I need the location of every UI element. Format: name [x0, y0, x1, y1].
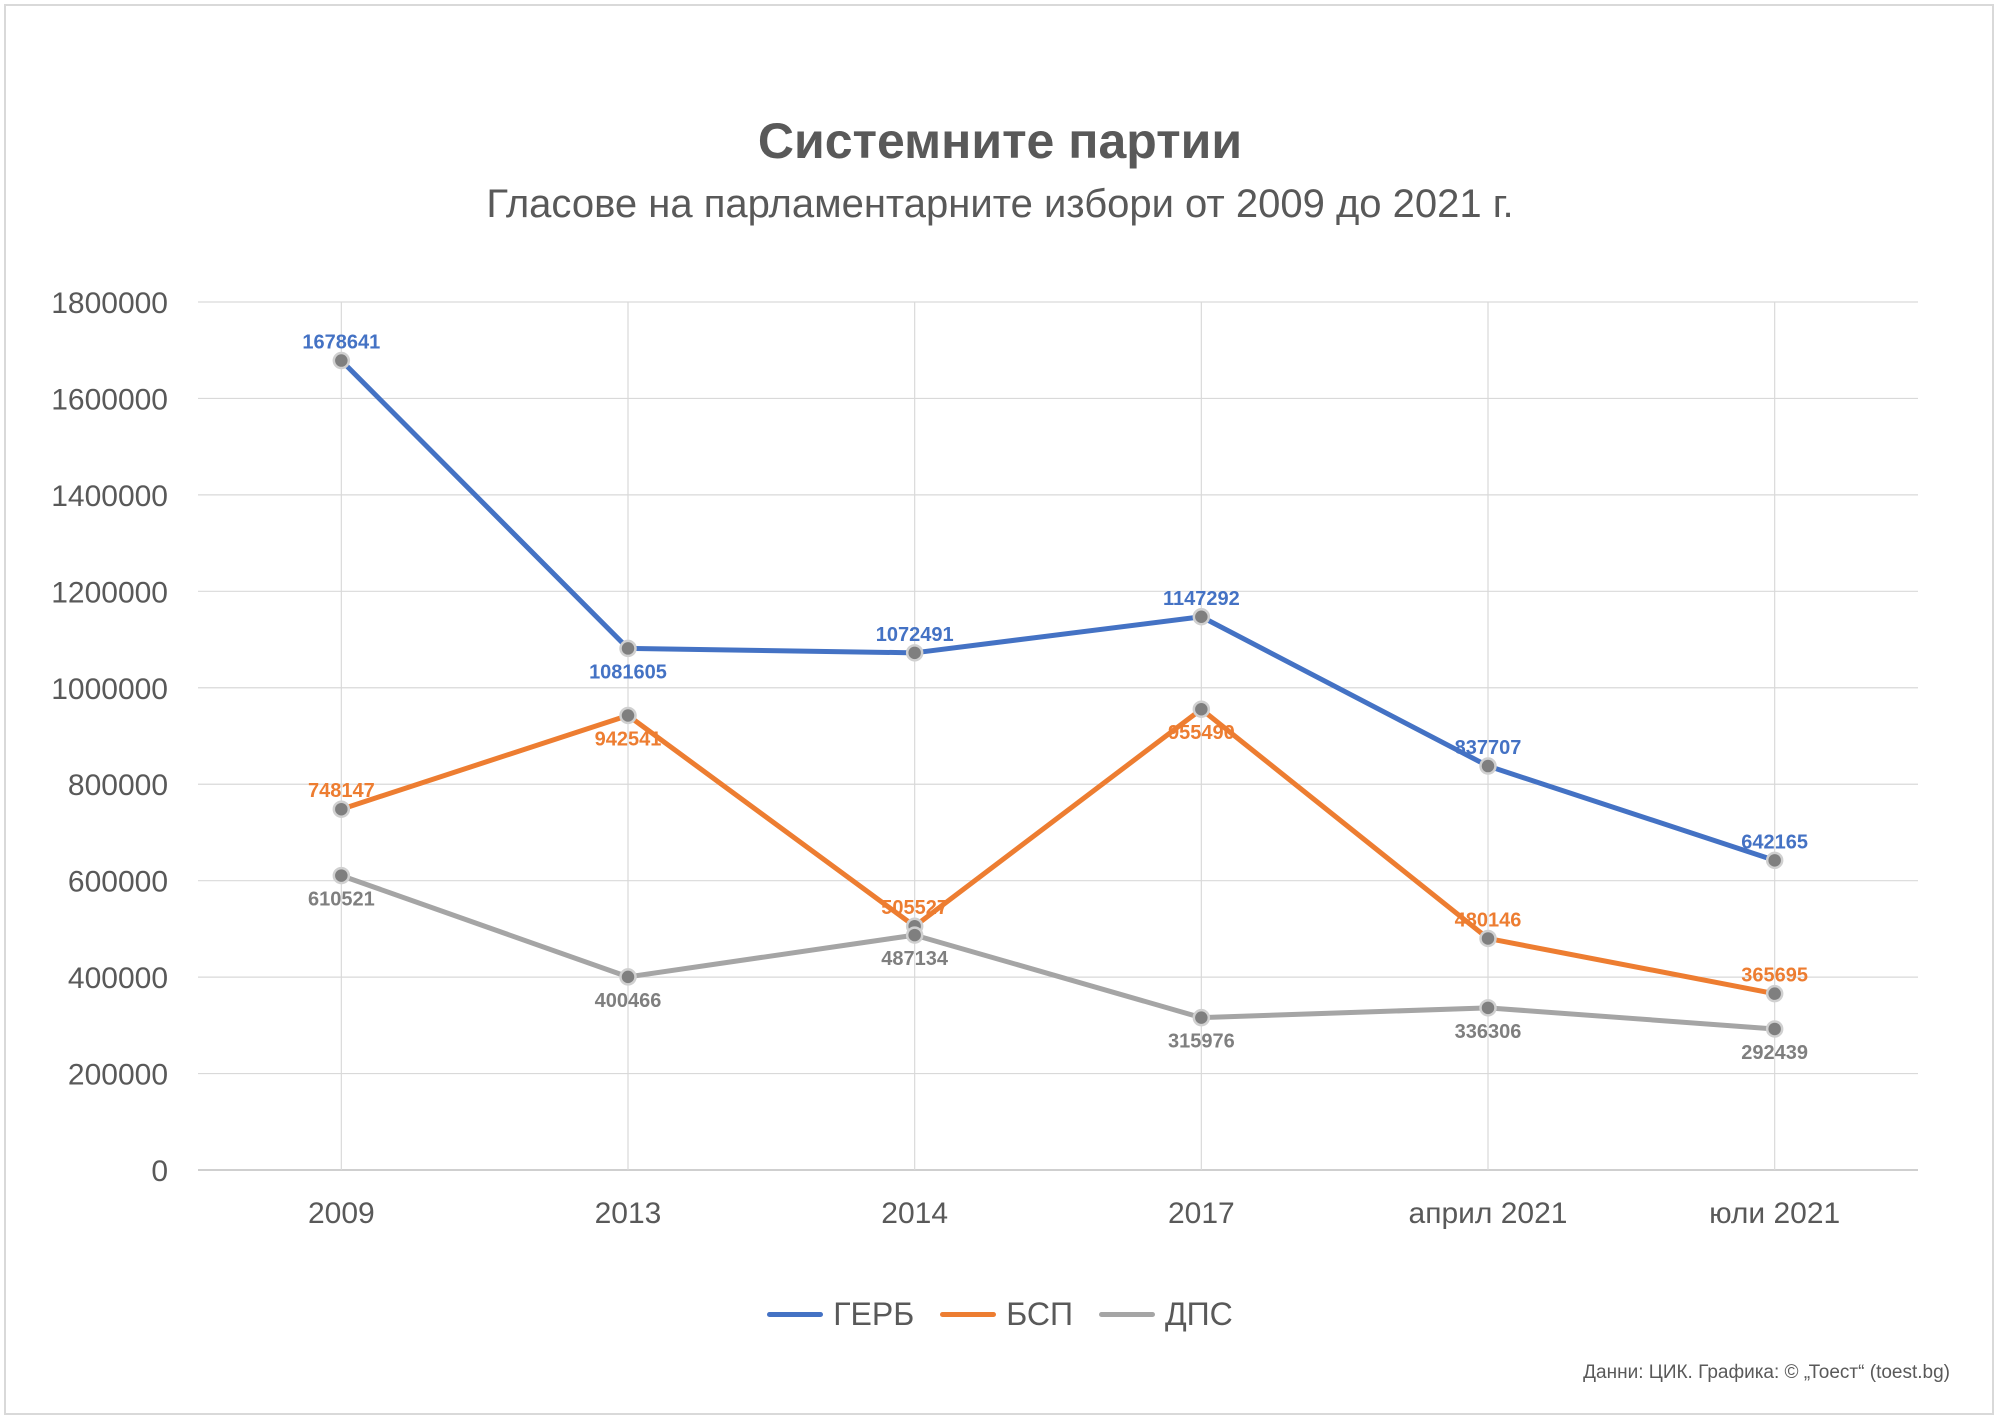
data-point-dps	[905, 926, 924, 944]
x-tick-label: 2009	[308, 1197, 375, 1230]
data-label-gerb: 1678641	[302, 332, 380, 354]
y-tick-label: 1600000	[51, 383, 168, 416]
legend-item-gerb: ГЕРБ	[767, 1296, 914, 1333]
data-label-dps: 336306	[1455, 1021, 1522, 1043]
data-label-dps: 315976	[1168, 1031, 1235, 1053]
y-tick-label: 1400000	[51, 480, 168, 513]
series-line-dps	[338, 873, 1778, 1032]
data-point-bsp	[1479, 929, 1497, 948]
x-tick-label: април 2021	[1409, 1197, 1568, 1230]
data-label-gerb: 1072491	[876, 624, 954, 646]
y-tick-label: 1200000	[51, 576, 168, 609]
data-point-gerb	[1479, 757, 1497, 775]
chart-frame	[4, 4, 1994, 1415]
data-point-bsp	[619, 706, 637, 725]
data-label-bsp: 505527	[881, 897, 948, 919]
data-label-bsp: 748147	[308, 780, 375, 802]
data-label-bsp: 365695	[1741, 965, 1808, 987]
series-line-bsp	[338, 706, 1778, 997]
x-tick-label: юли 2021	[1709, 1197, 1840, 1230]
data-label-gerb: 1147292	[1163, 588, 1240, 610]
y-tick-label: 200000	[68, 1059, 168, 1092]
data-point-gerb	[1765, 851, 1784, 870]
y-tick-label: 1800000	[51, 287, 168, 320]
legend-label-dps: ДПС	[1164, 1296, 1233, 1332]
data-point-dps	[619, 968, 637, 986]
x-tick-label: 2013	[595, 1197, 662, 1230]
data-point-gerb	[332, 351, 351, 370]
data-label-gerb: 1081605	[589, 661, 667, 683]
credit-text: Данни: ЦИК. Графика: © „Тоест“ (toest.bg…	[1583, 1362, 1950, 1383]
data-label-dps: 487134	[881, 948, 949, 970]
data-point-gerb	[905, 644, 924, 662]
data-point-gerb	[619, 639, 637, 658]
legend-item-dps: ДПС	[1098, 1296, 1233, 1333]
legend-label-bsp: БСП	[1006, 1296, 1073, 1332]
legend-swatch-gerb	[767, 1312, 824, 1317]
chart-title: Системните партии	[757, 113, 1243, 169]
y-tick-label: 400000	[68, 962, 168, 995]
data-label-gerb: 837707	[1455, 737, 1522, 759]
y-tick-label: 800000	[68, 769, 168, 802]
data-point-dps	[1765, 1020, 1784, 1038]
legend-swatch-bsp	[940, 1312, 997, 1317]
y-tick-label: 0	[151, 1155, 168, 1188]
y-tick-label: 1000000	[51, 673, 168, 706]
data-label-dps: 610521	[308, 889, 375, 911]
data-point-bsp	[1192, 700, 1211, 718]
data-point-bsp	[332, 800, 351, 818]
data-point-gerb	[1192, 608, 1211, 626]
data-point-bsp	[1765, 984, 1784, 1003]
data-label-bsp: 942541	[595, 728, 662, 750]
legend: ГЕРБ БСП ДПС	[0, 1296, 2000, 1333]
legend-swatch-dps	[1098, 1312, 1155, 1317]
data-label-gerb: 642165	[1741, 831, 1808, 853]
series-line-gerb	[338, 358, 1778, 863]
data-label-dps: 400466	[595, 990, 662, 1012]
x-tick-label: 2017	[1168, 1197, 1235, 1230]
data-label-dps: 292439	[1741, 1042, 1808, 1064]
data-point-dps	[1192, 1008, 1211, 1027]
legend-label-gerb: ГЕРБ	[833, 1296, 915, 1332]
x-tick-label: 2014	[881, 1197, 948, 1230]
y-tick-label: 600000	[68, 866, 168, 899]
data-label-bsp: 480146	[1455, 909, 1522, 931]
data-point-dps	[1479, 999, 1497, 1017]
data-point-dps	[332, 866, 351, 885]
legend-item-bsp: БСП	[940, 1296, 1073, 1333]
data-label-bsp: 955490	[1168, 722, 1235, 744]
chart-subtitle: Гласове на парламентарните избори от 200…	[486, 182, 1514, 226]
